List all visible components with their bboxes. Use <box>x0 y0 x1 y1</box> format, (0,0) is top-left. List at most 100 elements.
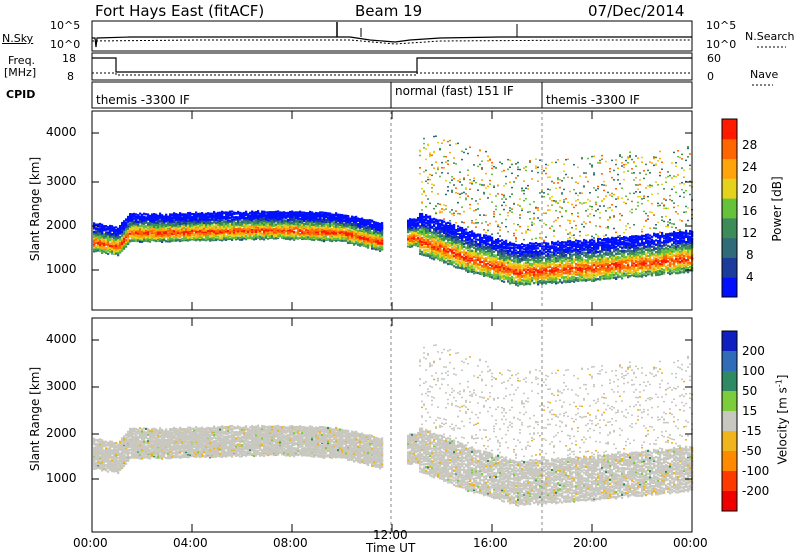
power-cell <box>287 232 290 235</box>
power-cell <box>483 260 486 263</box>
power-cell <box>283 211 286 214</box>
power-cell <box>485 172 487 175</box>
power-cell <box>127 215 130 219</box>
power-cell <box>487 249 490 253</box>
power-cell <box>293 238 296 241</box>
power-cell <box>99 225 102 228</box>
power-cell <box>423 248 426 252</box>
power-cell <box>379 222 382 225</box>
power-cell <box>205 221 208 224</box>
power-cell <box>285 211 288 215</box>
power-cell <box>101 225 104 228</box>
power-cell <box>417 221 420 224</box>
power-cell <box>363 218 366 222</box>
power-cell <box>237 210 240 214</box>
power-cell <box>131 225 134 228</box>
power-cell <box>219 228 222 231</box>
power-cell <box>427 176 429 179</box>
power-cell <box>141 216 144 219</box>
power-cell <box>99 222 102 226</box>
power-cell <box>195 219 198 222</box>
power-cell <box>237 219 240 223</box>
power-cell <box>375 232 378 236</box>
power-cell <box>147 225 150 228</box>
power-cell <box>425 225 428 228</box>
power-cell <box>271 223 274 226</box>
power-cell <box>295 233 298 236</box>
power-cell <box>311 233 314 237</box>
power-cell <box>437 168 439 171</box>
power-cell <box>477 222 479 224</box>
power-cell <box>451 263 454 266</box>
power-cell <box>343 223 346 226</box>
power-cell <box>125 238 128 242</box>
power-cell <box>485 236 488 240</box>
power-cell <box>465 228 468 231</box>
power-cell <box>177 222 180 225</box>
power-cell <box>463 242 466 246</box>
power-cell <box>153 218 156 221</box>
power-cell <box>201 212 204 215</box>
power-cell <box>351 232 354 236</box>
power-cell <box>423 215 426 219</box>
power-cell <box>239 227 242 230</box>
power-cell <box>135 238 138 242</box>
power-cell <box>211 239 214 242</box>
power-cell <box>169 231 172 234</box>
power-cell <box>265 229 268 232</box>
power-cell <box>413 231 416 234</box>
power-cell <box>257 223 260 226</box>
power-cell <box>115 246 118 249</box>
power-cell <box>139 232 142 235</box>
power-cell <box>125 221 128 224</box>
power-cell <box>245 221 248 224</box>
power-cell <box>277 218 280 221</box>
power-cell <box>433 207 435 210</box>
power-cell <box>141 237 144 241</box>
power-cell <box>141 228 144 231</box>
power-cell <box>273 222 276 225</box>
power-cell <box>479 260 482 264</box>
power-cell <box>427 248 430 252</box>
power-cell <box>127 236 130 240</box>
power-cell <box>307 223 310 226</box>
power-cell <box>437 141 439 144</box>
power-cell <box>477 252 480 255</box>
power-cell <box>483 184 485 187</box>
power-cell <box>321 237 324 240</box>
power-cell <box>329 221 332 224</box>
power-cell <box>231 212 234 216</box>
power-cell <box>199 212 202 215</box>
power-cell <box>225 213 228 216</box>
power-cell <box>143 234 146 237</box>
power-cell <box>319 222 322 225</box>
power-cell <box>171 216 174 219</box>
power-cell <box>431 257 434 260</box>
power-cell <box>251 215 254 218</box>
power-cell <box>323 211 326 214</box>
power-cell <box>379 242 382 245</box>
power-cell <box>355 234 358 238</box>
power-cell <box>291 217 294 220</box>
power-cell <box>195 230 198 233</box>
power-cell <box>249 225 252 228</box>
power-cell <box>275 220 278 223</box>
power-cell <box>477 233 480 236</box>
power-cell <box>309 231 312 235</box>
power-cell <box>319 213 322 216</box>
power-cell <box>467 231 470 235</box>
power-cell <box>253 216 256 219</box>
power-cell <box>475 261 478 264</box>
power-cell <box>279 213 282 216</box>
power-cell <box>161 219 164 223</box>
power-cell <box>343 214 346 217</box>
power-cell <box>465 266 468 269</box>
power-cell <box>445 208 447 210</box>
power-cell <box>175 239 178 242</box>
power-cell <box>321 228 324 231</box>
power-cell <box>253 232 256 235</box>
power-cell <box>335 232 338 235</box>
power-cell <box>143 216 146 220</box>
power-cell <box>467 266 470 269</box>
power-cell <box>263 230 266 233</box>
